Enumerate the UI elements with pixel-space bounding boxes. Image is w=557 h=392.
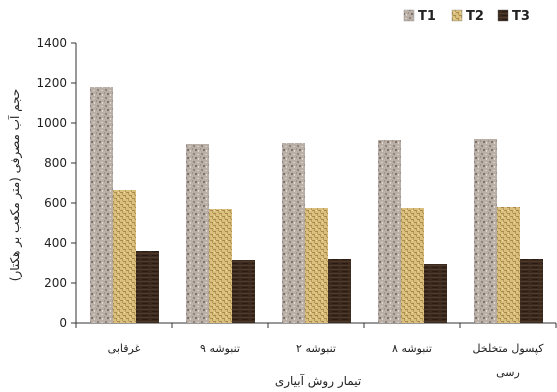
legend-label-t2: T2 xyxy=(466,9,484,24)
bar-t3-3 xyxy=(328,259,351,323)
legend-swatch-t1 xyxy=(403,9,415,22)
y-tick-label: 1000 xyxy=(36,116,67,130)
legend-item-t2: T2 xyxy=(451,9,484,24)
y-tick-label: 600 xyxy=(44,196,67,210)
y-tick-label: 800 xyxy=(44,156,67,170)
y-tick-label: 200 xyxy=(44,276,67,290)
x-axis: غرقابی تنبوشه ۹ تنبوشه ۲ تنبوشه ۸ کپسول متخل… xyxy=(75,322,557,379)
bars xyxy=(90,87,543,323)
y-tick-label: 1200 xyxy=(36,76,67,90)
y-axis: 0 200 400 600 800 1000 1200 1400 xyxy=(36,36,77,330)
bar-t3-4 xyxy=(424,264,447,323)
bar-t1-4 xyxy=(378,140,401,323)
bar-t2-1 xyxy=(113,190,136,323)
x-tick-label: رسی xyxy=(496,366,520,379)
x-tick-label: تنبوشه ۲ xyxy=(296,342,336,355)
legend: T1 T2 T3 xyxy=(403,9,530,24)
bar-t1-5 xyxy=(474,139,497,323)
bar-t3-2 xyxy=(232,260,255,323)
legend-swatch-t3 xyxy=(497,9,509,22)
legend-item-t3: T3 xyxy=(497,9,530,24)
y-tick-label: 400 xyxy=(44,236,67,250)
y-tick-label: 0 xyxy=(59,316,67,330)
y-tick-label: 1400 xyxy=(36,36,67,50)
x-tick-label: تنبوشه ۸ xyxy=(392,342,432,355)
x-tick-label: کپسول متخلخل xyxy=(473,342,545,355)
bar-t2-3 xyxy=(305,208,328,323)
legend-label-t1: T1 xyxy=(418,9,436,24)
y-axis-title: حجم آب مصرفی (متر مکعب بر هکتار) xyxy=(7,89,23,282)
legend-label-t3: T3 xyxy=(512,9,530,24)
bar-t1-1 xyxy=(90,87,113,323)
bar-t2-5 xyxy=(497,207,520,323)
bar-t2-4 xyxy=(401,208,424,323)
bar-t3-5 xyxy=(520,259,543,323)
bar-t2-2 xyxy=(209,209,232,323)
bar-t1-3 xyxy=(282,143,305,323)
bar-t3-1 xyxy=(136,251,159,323)
x-axis-title: تیمار روش آبیاری xyxy=(275,373,361,389)
x-tick-label: تنبوشه ۹ xyxy=(200,342,240,355)
legend-swatch-t2 xyxy=(451,9,463,22)
x-tick-label: غرقابی xyxy=(108,342,141,355)
bar-t1-2 xyxy=(186,144,209,323)
legend-item-t1: T1 xyxy=(403,9,436,24)
